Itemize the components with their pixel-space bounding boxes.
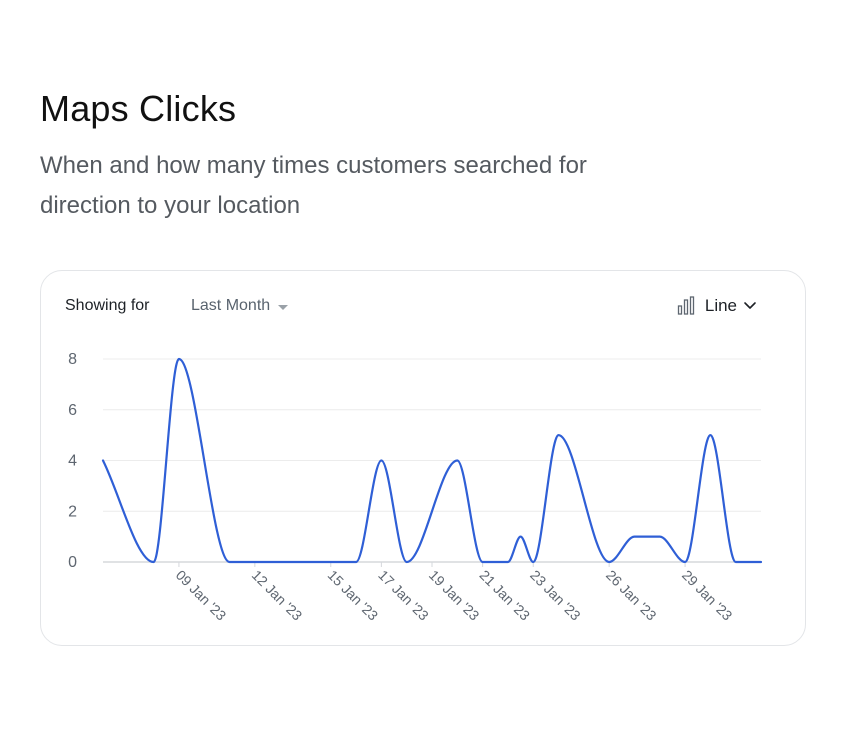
data-point [354,560,358,564]
data-point [531,560,535,564]
page-subtitle: When and how many times customers search… [40,152,587,219]
data-point [632,535,636,539]
chart-type-label: Line [704,296,737,315]
x-tick-label: 12 Jan '23 [249,567,306,624]
data-point [481,560,485,564]
bar-chart-icon [677,296,695,315]
data-point [228,560,232,564]
y-tick-label: 0 [68,554,77,571]
showing-for-label: Showing for [65,297,150,314]
data-point [379,459,383,463]
data-point [607,560,611,564]
data-point [152,560,156,564]
x-tick-label: 15 Jan '23 [325,567,382,624]
data-point [734,560,738,564]
x-tick-label: 19 Jan '23 [426,567,483,624]
y-tick-label: 6 [68,402,77,419]
x-tick-label: 17 Jan '23 [375,567,432,624]
chevron-down-icon [744,302,756,309]
data-point [506,560,510,564]
data-point [519,535,523,539]
data-point [101,459,105,463]
y-tick-label: 2 [68,503,77,520]
x-tick-label: 21 Jan '23 [476,567,533,624]
grid-lines [103,358,761,563]
y-tick-label: 8 [68,351,77,368]
data-point [177,357,181,361]
data-point [683,560,687,564]
caret-down-icon [278,305,289,310]
data-point [759,560,763,564]
chart-card: Showing for Last Month Line 0 2 4 6 8 09 Jan… [40,270,806,646]
chart-type-dropdown[interactable]: Line [677,296,757,316]
y-tick-label: 4 [68,453,77,470]
data-point [708,433,712,437]
series-line-group [101,357,763,564]
x-tick-label: 29 Jan '23 [679,567,736,624]
page-title: Maps Clicks [40,88,237,129]
data-point [658,535,662,539]
data-point [405,560,409,564]
period-value: Last Month [191,297,271,314]
y-axis: 0 2 4 6 8 [68,351,77,571]
period-dropdown[interactable]: Last Month [191,297,289,315]
x-tick-label: 26 Jan '23 [603,567,660,624]
data-point [557,433,561,437]
x-tick-label: 23 Jan '23 [527,567,584,624]
series-line [101,357,763,564]
x-tick-label: 09 Jan '23 [173,567,230,624]
data-point [455,459,459,463]
